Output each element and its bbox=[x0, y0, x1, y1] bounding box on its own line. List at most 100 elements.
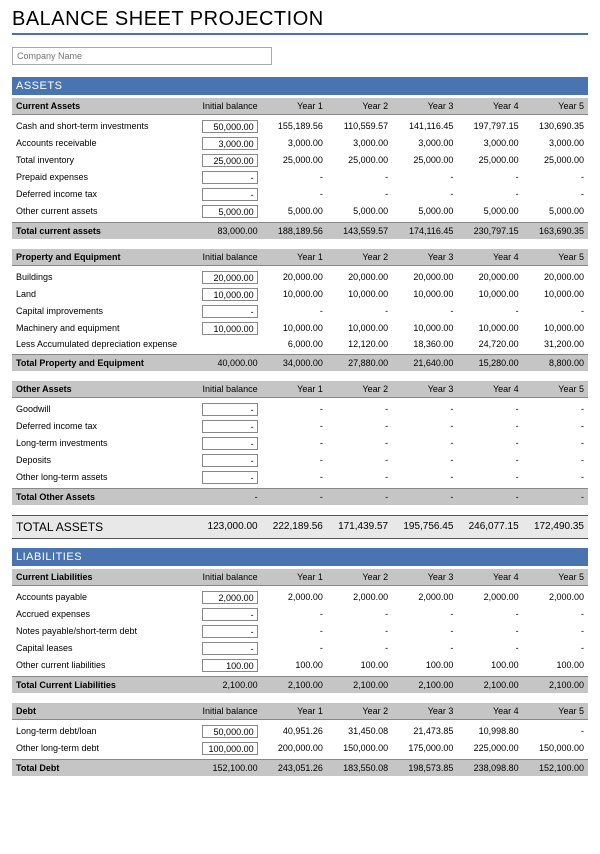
cell-value: 18,360.00 bbox=[392, 337, 457, 352]
initial-balance-input[interactable]: - bbox=[202, 188, 258, 201]
cell-value: 3,000.00 bbox=[392, 135, 457, 152]
column-header: Year 4 bbox=[457, 381, 522, 398]
initial-balance-input[interactable]: 2,000.00 bbox=[202, 591, 258, 604]
total-value: 163,690.35 bbox=[523, 223, 588, 240]
cell-value: - bbox=[523, 169, 588, 186]
cell-value: 150,000.00 bbox=[523, 740, 588, 757]
column-header: Year 3 bbox=[392, 98, 457, 115]
total-value: 143,559.57 bbox=[327, 223, 392, 240]
table-row: Goodwill------ bbox=[12, 401, 588, 418]
cell-value: 10,000.00 bbox=[262, 286, 327, 303]
initial-balance-input[interactable]: - bbox=[202, 642, 258, 655]
column-header: Initial balance bbox=[196, 569, 261, 586]
cell-value: - bbox=[392, 469, 457, 486]
cell-value: 25,000.00 bbox=[262, 152, 327, 169]
column-header: Year 4 bbox=[457, 249, 522, 266]
initial-balance-input[interactable]: - bbox=[202, 171, 258, 184]
initial-balance-input[interactable]: - bbox=[202, 608, 258, 621]
initial-balance-input[interactable]: 50,000.00 bbox=[202, 725, 258, 738]
column-header: Year 3 bbox=[392, 249, 457, 266]
initial-balance-input[interactable]: 5,000.00 bbox=[202, 205, 258, 218]
cell-value: 25,000.00 bbox=[327, 152, 392, 169]
row-label: Deposits bbox=[12, 452, 196, 469]
initial-balance-input[interactable]: 10,000.00 bbox=[202, 288, 258, 301]
row-label: Accrued expenses bbox=[12, 606, 196, 623]
initial-balance-input[interactable]: - bbox=[202, 454, 258, 467]
initial-balance-input[interactable]: 100.00 bbox=[202, 659, 258, 672]
row-label: Long-term debt/loan bbox=[12, 723, 196, 740]
cell-value: - bbox=[327, 452, 392, 469]
total-value: 2,100.00 bbox=[523, 677, 588, 694]
initial-balance-input[interactable]: - bbox=[202, 420, 258, 433]
cell-value: - bbox=[392, 452, 457, 469]
cell-value: 100.00 bbox=[327, 657, 392, 674]
initial-balance-input[interactable]: - bbox=[202, 437, 258, 450]
group-header: Property and Equipment bbox=[12, 249, 196, 266]
cell-value: - bbox=[392, 435, 457, 452]
cell-value: 2,000.00 bbox=[327, 589, 392, 606]
total-label: Total Debt bbox=[12, 760, 196, 777]
table-row: Long-term debt/loan50,000.0040,951.2631,… bbox=[12, 723, 588, 740]
cell-value: 5,000.00 bbox=[457, 203, 522, 220]
cell-value: 10,000.00 bbox=[523, 286, 588, 303]
column-header: Year 5 bbox=[523, 703, 588, 720]
major-header: LIABILITIES bbox=[12, 548, 588, 566]
row-label: Deferred income tax bbox=[12, 418, 196, 435]
total-value: 188,189.56 bbox=[262, 223, 327, 240]
row-label: Long-term investments bbox=[12, 435, 196, 452]
initial-balance-input[interactable]: 20,000.00 bbox=[202, 271, 258, 284]
total-value: - bbox=[457, 489, 522, 506]
cell-value: - bbox=[523, 623, 588, 640]
group-header: Current Liabilities bbox=[12, 569, 196, 586]
column-header: Year 5 bbox=[523, 569, 588, 586]
cell-value: 20,000.00 bbox=[457, 269, 522, 286]
row-label: Machinery and equipment bbox=[12, 320, 196, 337]
cell-value: - bbox=[392, 401, 457, 418]
cell-value: - bbox=[523, 606, 588, 623]
company-name-input[interactable] bbox=[12, 47, 272, 65]
cell-value: - bbox=[262, 303, 327, 320]
column-header: Year 4 bbox=[457, 569, 522, 586]
total-value: 2,100.00 bbox=[392, 677, 457, 694]
cell-value: 200,000.00 bbox=[262, 740, 327, 757]
column-header: Initial balance bbox=[196, 249, 261, 266]
row-label: Accounts receivable bbox=[12, 135, 196, 152]
total-value: 8,800.00 bbox=[523, 355, 588, 372]
cell-value: - bbox=[327, 169, 392, 186]
cell-value: - bbox=[392, 606, 457, 623]
cell-value: 100.00 bbox=[523, 657, 588, 674]
cell-value: - bbox=[457, 606, 522, 623]
column-header: Year 3 bbox=[392, 703, 457, 720]
initial-balance-input[interactable]: - bbox=[202, 471, 258, 484]
row-label: Notes payable/short-term debt bbox=[12, 623, 196, 640]
column-header: Year 3 bbox=[392, 381, 457, 398]
cell-value: - bbox=[262, 186, 327, 203]
table-row: Machinery and equipment10,000.0010,000.0… bbox=[12, 320, 588, 337]
column-header: Year 3 bbox=[392, 569, 457, 586]
column-header: Year 1 bbox=[262, 381, 327, 398]
column-header: Initial balance bbox=[196, 381, 261, 398]
cell-value: - bbox=[327, 640, 392, 657]
row-label: Other long-term assets bbox=[12, 469, 196, 486]
initial-balance-input[interactable]: - bbox=[202, 403, 258, 416]
initial-balance-input[interactable]: 50,000.00 bbox=[202, 120, 258, 133]
initial-balance-input[interactable]: 100,000.00 bbox=[202, 742, 258, 755]
total-label: Total Current Liabilities bbox=[12, 677, 196, 694]
total-value: - bbox=[327, 489, 392, 506]
initial-balance-input[interactable]: - bbox=[202, 305, 258, 318]
cell-value: - bbox=[523, 186, 588, 203]
initial-balance-input[interactable]: 25,000.00 bbox=[202, 154, 258, 167]
cell-value: - bbox=[327, 606, 392, 623]
page-title: BALANCE SHEET PROJECTION bbox=[12, 8, 588, 35]
total-value: 83,000.00 bbox=[196, 223, 261, 240]
cell-value: - bbox=[457, 186, 522, 203]
cell-value: 5,000.00 bbox=[392, 203, 457, 220]
table-row: Long-term investments------ bbox=[12, 435, 588, 452]
cell-value: 10,000.00 bbox=[327, 320, 392, 337]
cell-value: - bbox=[523, 640, 588, 657]
cell-value: 24,720.00 bbox=[457, 337, 522, 352]
initial-balance-input[interactable]: 3,000.00 bbox=[202, 137, 258, 150]
cell-value: 10,000.00 bbox=[262, 320, 327, 337]
initial-balance-input[interactable]: - bbox=[202, 625, 258, 638]
initial-balance-input[interactable]: 10,000.00 bbox=[202, 322, 258, 335]
